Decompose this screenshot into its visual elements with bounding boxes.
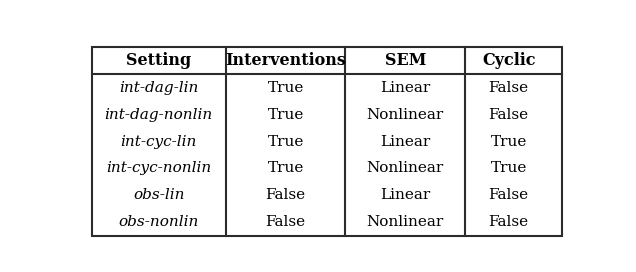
Text: int-dag-lin: int-dag-lin <box>119 81 198 95</box>
Text: True: True <box>267 81 304 95</box>
Text: Linear: Linear <box>380 135 431 149</box>
Text: True: True <box>267 135 304 149</box>
Text: Nonlinear: Nonlinear <box>367 108 444 122</box>
Text: int-cyc-lin: int-cyc-lin <box>121 135 197 149</box>
Text: Linear: Linear <box>380 188 431 202</box>
Text: Setting: Setting <box>126 52 191 69</box>
Text: False: False <box>488 81 529 95</box>
Text: Interventions: Interventions <box>225 52 346 69</box>
Text: obs-nonlin: obs-nonlin <box>118 215 199 229</box>
Text: int-cyc-nonlin: int-cyc-nonlin <box>106 162 211 175</box>
Text: True: True <box>490 135 527 149</box>
Text: Nonlinear: Nonlinear <box>367 162 444 175</box>
Text: int-dag-nonlin: int-dag-nonlin <box>105 108 213 122</box>
Text: SEM: SEM <box>385 52 426 69</box>
Text: False: False <box>488 188 529 202</box>
Text: Nonlinear: Nonlinear <box>367 215 444 229</box>
Text: obs-lin: obs-lin <box>133 188 184 202</box>
Text: False: False <box>488 108 529 122</box>
Text: True: True <box>490 162 527 175</box>
Text: True: True <box>267 162 304 175</box>
Text: False: False <box>488 215 529 229</box>
Text: False: False <box>265 188 306 202</box>
Text: Linear: Linear <box>380 81 431 95</box>
Text: True: True <box>267 108 304 122</box>
Text: False: False <box>265 215 306 229</box>
Text: Cyclic: Cyclic <box>482 52 536 69</box>
